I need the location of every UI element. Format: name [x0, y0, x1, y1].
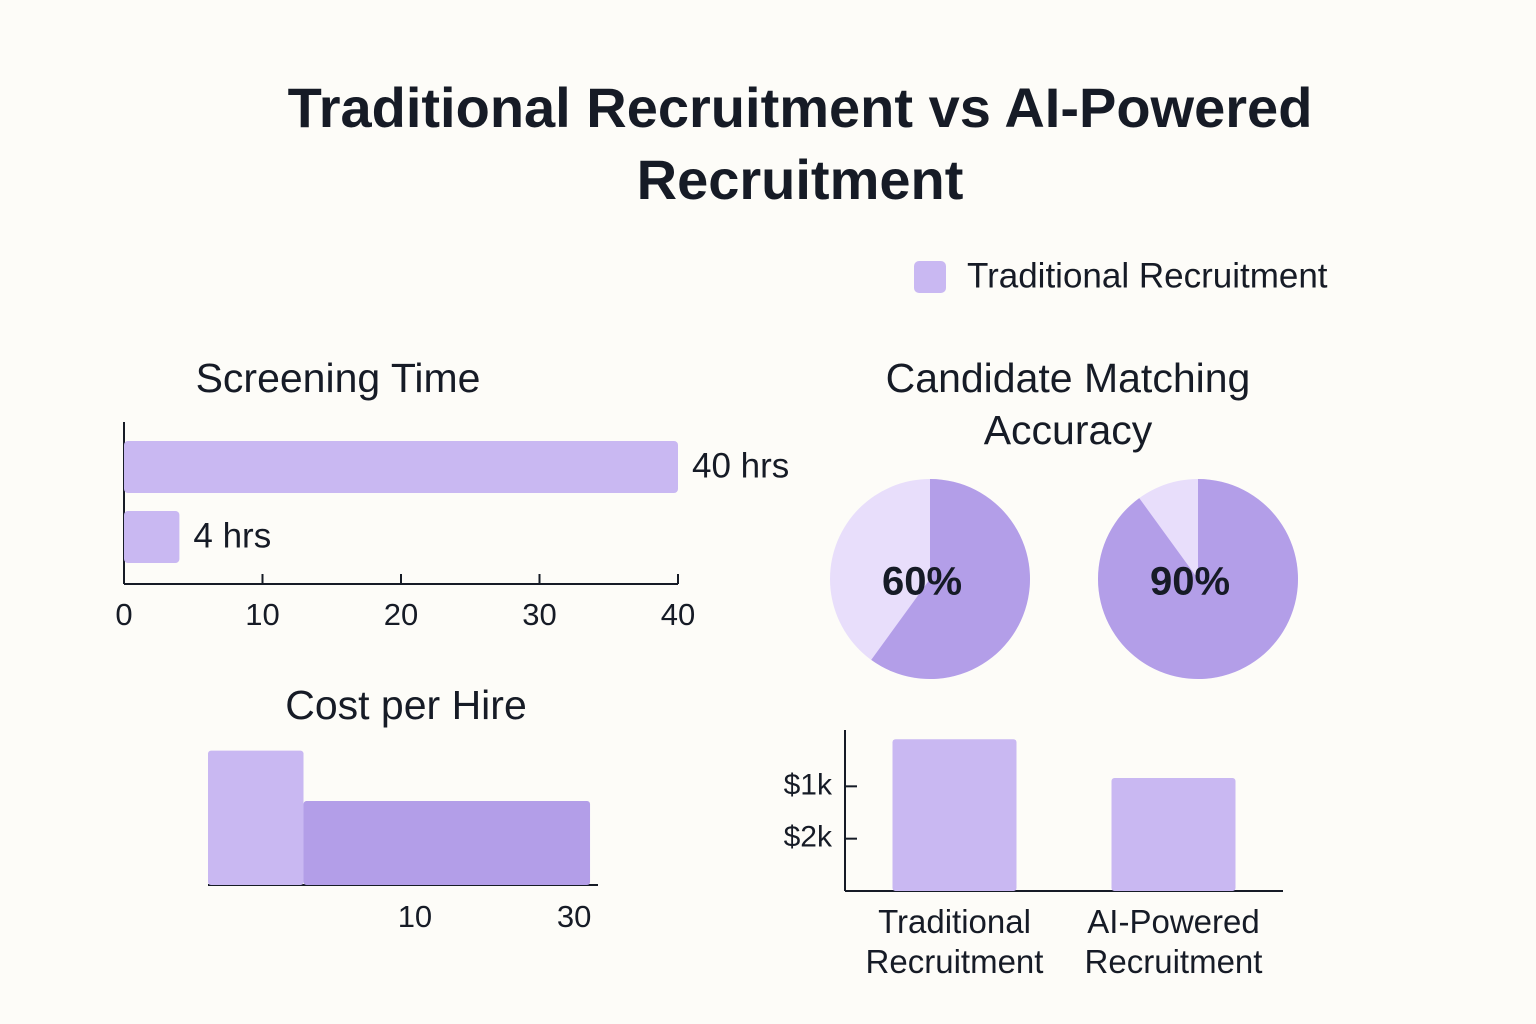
pie-slice	[1098, 479, 1298, 679]
bar	[208, 750, 304, 885]
main-title: Traditional Recruitment vs AI-Powered Re…	[287, 76, 1313, 211]
chart-title: Screening Time	[195, 355, 481, 401]
bar	[303, 801, 591, 885]
chart-title: Cost per Hire	[285, 682, 527, 728]
bar	[892, 739, 1017, 891]
legend-label: Traditional Recruitment	[967, 256, 1328, 295]
x-tick-label: 10	[245, 597, 279, 632]
value-label: 60%	[882, 560, 962, 604]
bar	[124, 511, 180, 563]
x-tick-label: 40	[661, 597, 695, 632]
x-tick-label: 10	[398, 899, 432, 934]
x-tick-label: 0	[115, 597, 132, 632]
bar	[124, 441, 678, 493]
x-tick-label: Traditional Recruitment	[865, 903, 1044, 980]
value-label: 90%	[1150, 560, 1230, 604]
x-tick-label: 30	[557, 899, 591, 934]
y-tick-label: $2k	[784, 821, 833, 854]
x-tick-label: 20	[384, 597, 418, 632]
bar	[1111, 777, 1236, 891]
x-tick-label: AI-Powered Recruitment	[1084, 903, 1263, 980]
chart-title: Candidate Matching Accuracy	[885, 355, 1251, 453]
value-label: 4 hrs	[193, 516, 271, 555]
legend-swatch	[914, 261, 946, 293]
pie-slice	[871, 479, 1030, 679]
y-tick-label: $1k	[784, 768, 833, 801]
x-tick-label: 30	[522, 597, 556, 632]
value-label: 40 hrs	[692, 446, 789, 485]
